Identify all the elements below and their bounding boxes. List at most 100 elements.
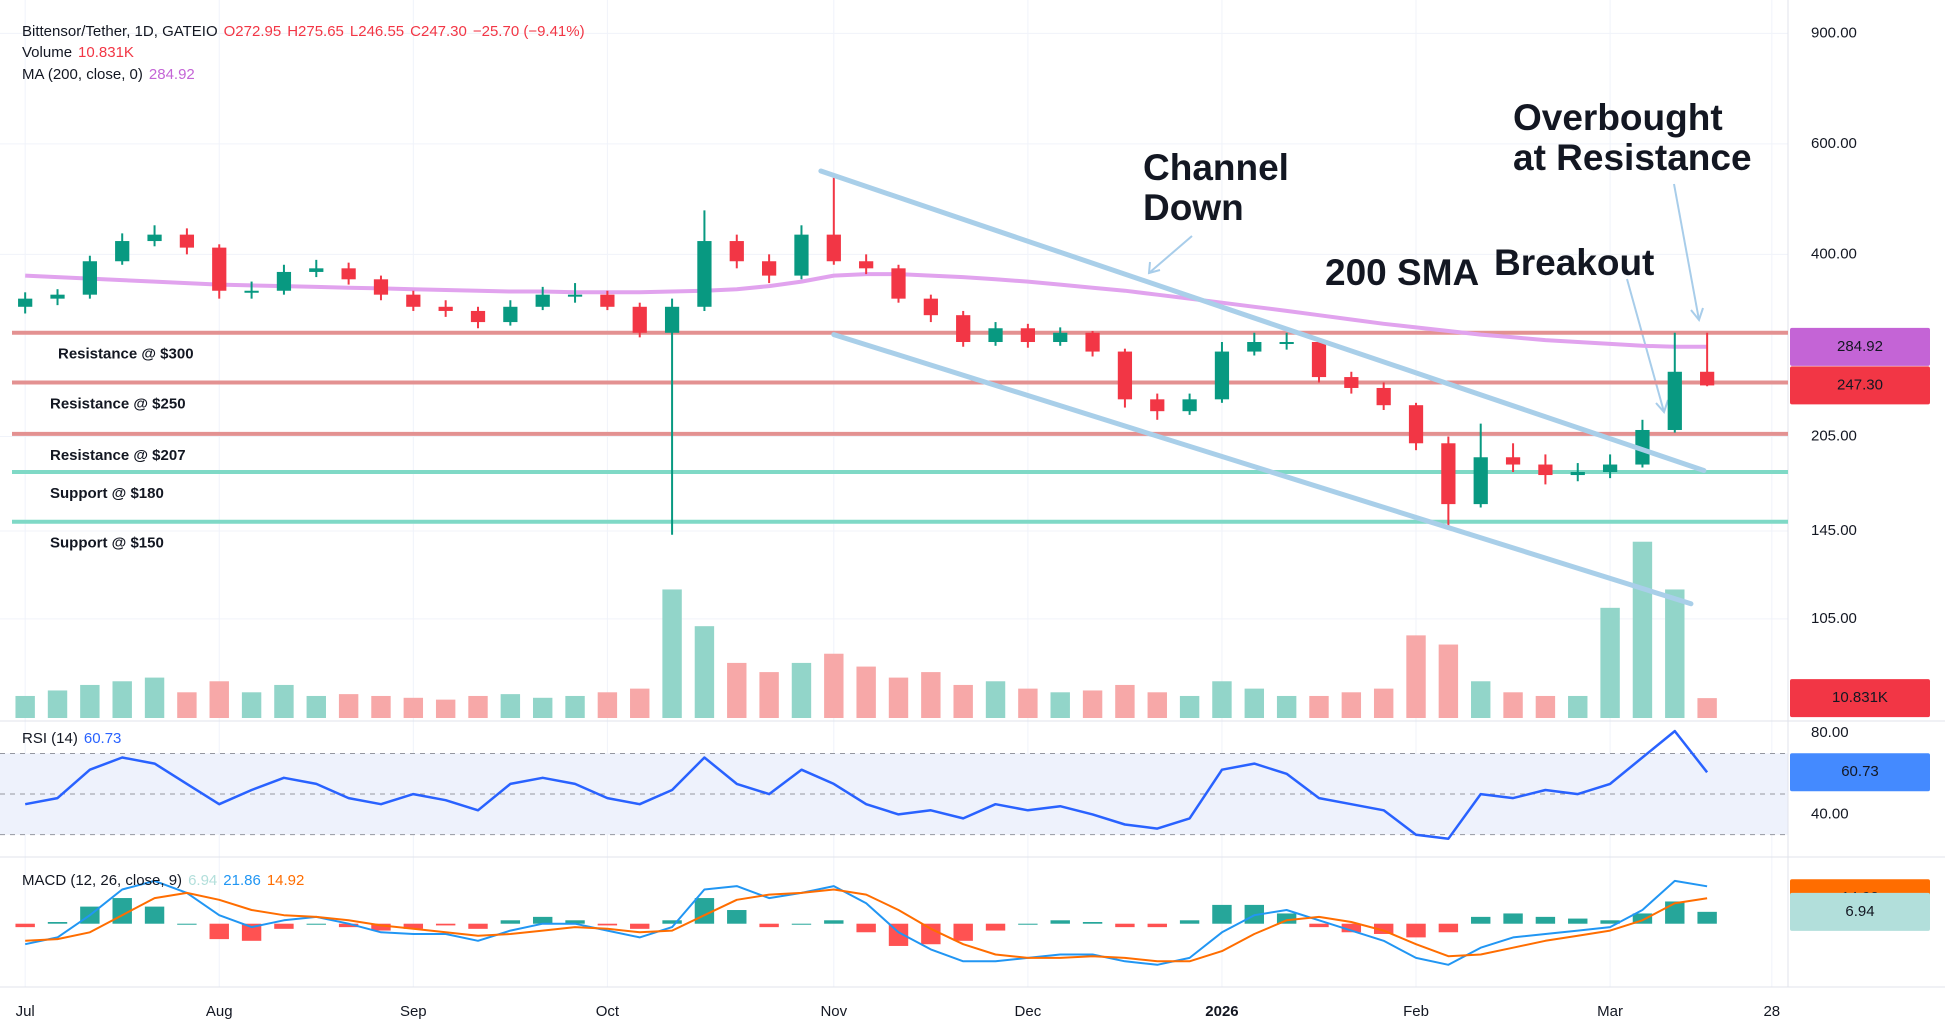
channel-line <box>818 168 1707 473</box>
volume-bar <box>1503 692 1523 718</box>
annotation: Overbought <box>1513 97 1723 138</box>
macd-histogram-bar <box>662 920 682 924</box>
macd-histogram-bar <box>371 923 391 931</box>
candle-body <box>923 298 938 316</box>
annotation-arrow-head <box>1690 307 1704 323</box>
legend: RSI (14) 60.73 <box>22 730 121 747</box>
volume-bar <box>759 672 779 718</box>
annotation-arrow <box>1148 235 1193 274</box>
legend-item: RSI (14) <box>22 730 78 747</box>
volume-bar <box>1471 681 1491 718</box>
candle-body <box>1505 457 1521 465</box>
candle-body <box>1602 464 1618 473</box>
x-tick-label: Dec <box>1015 1003 1042 1020</box>
volume-bar <box>80 684 100 718</box>
volume-bar <box>1309 695 1329 718</box>
annotation-arrow-head <box>1147 261 1161 275</box>
macd-histogram-bar <box>1406 923 1426 938</box>
volume-bar <box>1082 690 1103 718</box>
macd-histogram-bar <box>15 923 35 928</box>
level-label: Resistance @ $207 <box>50 447 186 464</box>
price-label: 247.30 <box>1837 376 1883 393</box>
candle-body <box>697 241 712 307</box>
level-label: Resistance @ $250 <box>50 395 186 412</box>
legend: MACD (12, 26, close, 9) 6.94 21.86 14.92 <box>22 872 304 889</box>
candle-body <box>859 261 874 269</box>
candle-body <box>1538 464 1553 476</box>
volume-bar <box>953 684 973 718</box>
volume-bar <box>662 589 682 718</box>
candle-body <box>438 306 453 311</box>
candle-body <box>1376 387 1391 406</box>
macd-histogram-bar <box>1535 916 1556 924</box>
candle-body <box>1214 351 1230 400</box>
channel-line <box>831 332 1694 607</box>
macd-histogram-bar <box>597 923 618 926</box>
candle-body <box>373 279 389 295</box>
candle-body <box>50 294 65 299</box>
macd-histogram-bar <box>1438 923 1459 933</box>
volume-bar <box>468 695 488 718</box>
candle-body <box>632 306 647 333</box>
candle-body <box>1279 342 1294 345</box>
volume-bar <box>177 692 197 718</box>
legend-item: 6.94 <box>188 872 217 889</box>
candle-body <box>212 247 227 291</box>
volume-bar <box>435 699 456 718</box>
candle-body <box>1700 371 1715 386</box>
legend: MA (200, close, 0) 284.92 <box>22 66 195 83</box>
volume-bar <box>338 694 359 718</box>
volume-bar <box>1179 695 1200 718</box>
signal-line <box>25 888 1708 963</box>
y-tick-label: 205.00 <box>1811 428 1857 445</box>
candle-body <box>988 328 1003 343</box>
volume-bar <box>112 681 132 718</box>
x-tick-label: Sep <box>400 1003 427 1020</box>
volume-bar <box>1212 681 1232 718</box>
legend-item: C247.30 <box>410 23 467 40</box>
volume-bar <box>1018 688 1038 718</box>
macd-histogram-bar <box>630 923 650 929</box>
volume-bar <box>856 666 876 718</box>
candle-body <box>567 294 583 297</box>
macd-histogram-bar <box>1018 923 1038 925</box>
volume-bar <box>597 692 618 718</box>
candle-body <box>1311 342 1327 378</box>
legend-item: MACD (12, 26, close, 9) <box>22 872 182 889</box>
volume-bar <box>403 697 424 718</box>
volume-bar <box>1115 684 1135 718</box>
macd-histogram-bar <box>1600 920 1620 924</box>
volume-bar <box>985 681 1006 718</box>
macd-histogram-bar <box>1309 923 1329 928</box>
annotation: Channel <box>1143 147 1289 188</box>
x-tick-label: 28 <box>1763 1003 1780 1020</box>
volume-bar <box>1147 692 1167 718</box>
volume-bar <box>241 692 262 718</box>
macd-histogram-bar <box>759 923 779 928</box>
y-tick-label: 105.00 <box>1811 610 1857 627</box>
volume-bar <box>306 695 326 718</box>
volume-bar <box>727 662 747 718</box>
macd-histogram-bar <box>727 910 747 924</box>
macd-histogram-bar <box>144 906 165 924</box>
macd-histogram-bar <box>856 923 876 933</box>
volume-bar <box>209 681 229 718</box>
candle-body <box>600 294 615 307</box>
macd-histogram-bar <box>985 923 1006 931</box>
volume-bar <box>1535 695 1556 718</box>
annotation-arrow <box>1673 183 1700 321</box>
macd-histogram-bar <box>435 923 456 926</box>
x-tick-label: Oct <box>596 1003 620 1020</box>
candle-body <box>1473 457 1488 505</box>
y-tick-label: 145.00 <box>1811 522 1857 539</box>
macd-histogram-bar <box>1632 913 1653 924</box>
macd-histogram-bar <box>1212 904 1232 924</box>
y-tick-label: 600.00 <box>1811 135 1857 152</box>
macd-histogram-bar <box>1503 913 1523 924</box>
candle-body <box>1667 371 1682 430</box>
legend-item: 21.86 <box>223 872 261 889</box>
macd-histogram-bar <box>338 923 359 928</box>
volume-bar <box>1050 692 1070 718</box>
x-tick-label: Mar <box>1597 1003 1623 1020</box>
legend-item: −25.70 (−9.41%) <box>473 23 585 40</box>
